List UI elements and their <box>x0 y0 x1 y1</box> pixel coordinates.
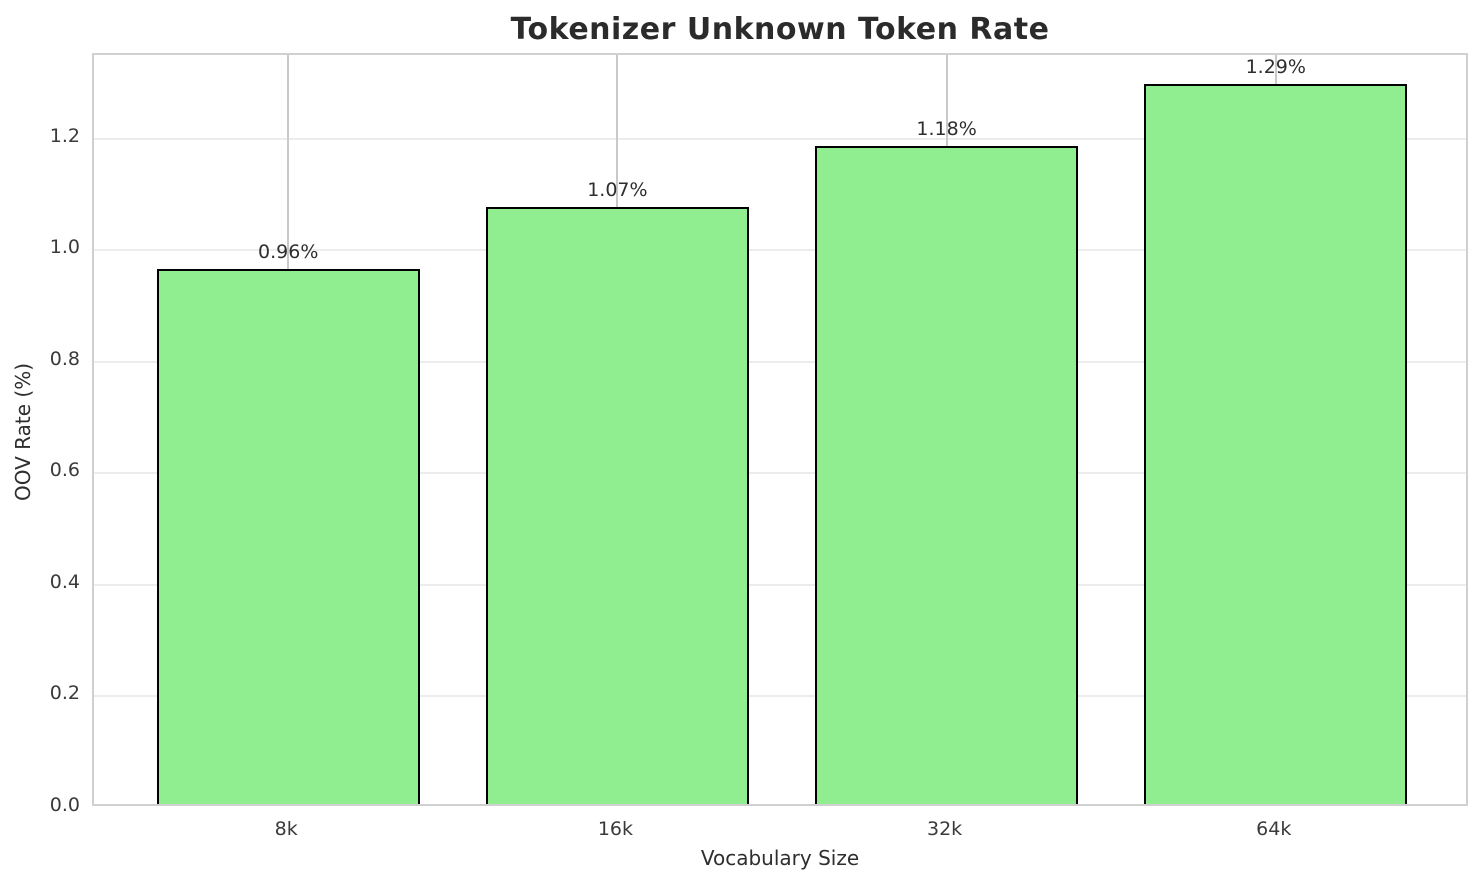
y-tick-label: 0.6 <box>49 459 80 482</box>
bar-value-label: 1.29% <box>1245 56 1306 79</box>
bar-16k <box>485 207 750 804</box>
gridline-horizontal <box>94 360 1466 363</box>
bar-value-label: 1.07% <box>587 179 648 202</box>
y-tick-label: 0.8 <box>49 347 80 370</box>
x-axis-label: Vocabulary Size <box>700 846 860 870</box>
bar-32k <box>814 145 1079 804</box>
gridline-horizontal <box>94 249 1466 252</box>
x-tick-label-64k: 64k <box>1256 818 1292 840</box>
bar-value-label: 1.18% <box>916 117 977 140</box>
chart-title: Tokenizer Unknown Token Rate <box>510 12 1050 47</box>
y-axis-label: OOV Rate (%) <box>11 363 35 501</box>
y-tick-label: 1.0 <box>49 236 80 259</box>
plot-area: 0.96% 1.07% 1.18% 1.29% <box>92 53 1468 806</box>
y-tick-label: 0.2 <box>49 682 80 705</box>
x-tick-label-32k: 32k <box>926 818 963 840</box>
gridline-horizontal <box>94 695 1466 698</box>
gridline-horizontal <box>94 583 1466 586</box>
bar-8k <box>156 268 420 804</box>
y-tick-label: 0.0 <box>49 794 80 816</box>
bar-64k <box>1144 84 1408 804</box>
y-tick-label: 0.4 <box>49 570 80 593</box>
gridline-horizontal <box>94 137 1466 140</box>
x-tick-label-8k: 8k <box>274 818 298 840</box>
gridline-horizontal <box>94 472 1466 475</box>
bar-value-label: 0.96% <box>258 240 319 263</box>
y-tick-label: 1.2 <box>49 124 80 147</box>
x-tick-label-16k: 16k <box>597 818 633 840</box>
